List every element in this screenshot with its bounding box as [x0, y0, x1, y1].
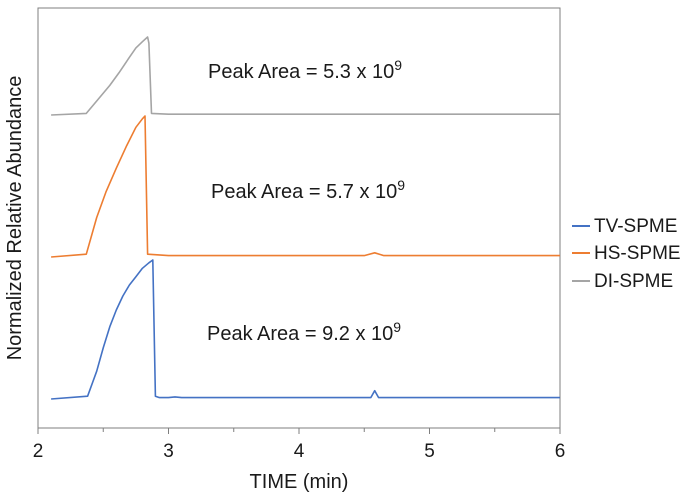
x-axis-title: TIME (min): [250, 471, 349, 493]
annotation-di-spme: Peak Area = 5.3 x 109: [208, 57, 402, 83]
x-tick-label: 5: [424, 441, 435, 462]
x-tick-label: 4: [294, 441, 305, 462]
legend-label-tv-spme: TV-SPME: [594, 216, 677, 237]
legend-label-di-spme: DI-SPME: [594, 271, 673, 292]
series-layer: [51, 36, 560, 400]
series-line-hs-spme: [51, 115, 560, 258]
y-axis-title: Normalized Relative Abundance: [4, 76, 26, 361]
x-axis: 2 3 4 5 6: [33, 428, 566, 462]
annotation-layer: Peak Area = 5.3 x 109 Peak Area = 5.7 x 1…: [207, 57, 405, 345]
x-tick-label: 2: [33, 441, 44, 462]
annotation-hs-spme: Peak Area = 5.7 x 109: [211, 177, 405, 203]
annotation-tv-spme: Peak Area = 9.2 x 109: [207, 319, 401, 345]
legend: TV-SPME HS-SPME DI-SPME: [572, 216, 681, 292]
series-line-tv-spme: [51, 259, 560, 400]
x-tick-label: 6: [555, 441, 566, 462]
x-tick-label: 3: [163, 441, 174, 462]
legend-label-hs-spme: HS-SPME: [594, 243, 681, 264]
series-line-di-spme: [51, 36, 560, 116]
